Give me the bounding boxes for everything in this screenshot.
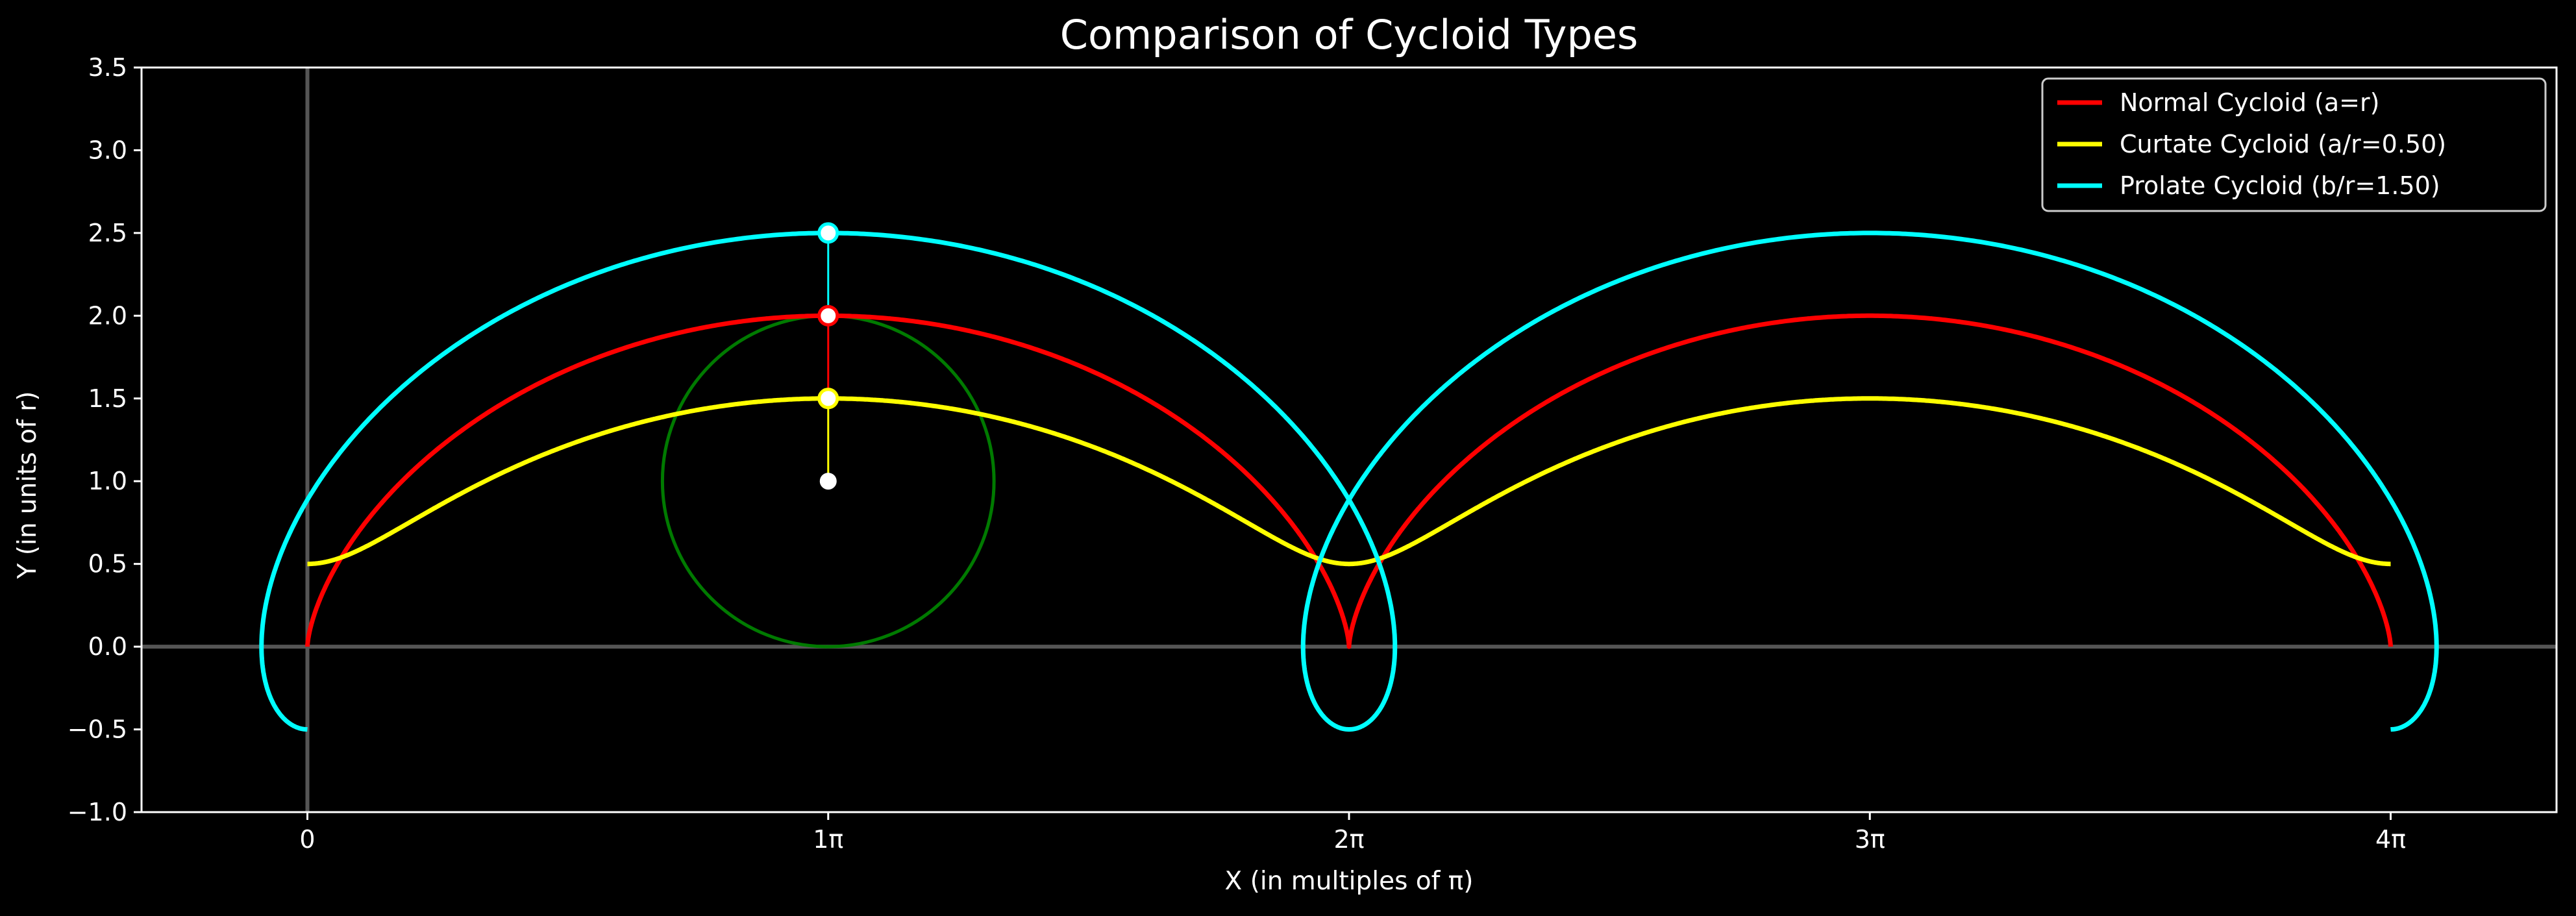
legend: Normal Cycloid (a=r) Curtate Cycloid (a/r… bbox=[2041, 77, 2547, 212]
y-tick-label-4: 1.0 bbox=[88, 467, 127, 495]
y-tick-label-7: 2.5 bbox=[88, 219, 127, 247]
spoke-group bbox=[817, 222, 839, 490]
legend-label-2: Prolate Cycloid (b/r=1.50) bbox=[2120, 171, 2440, 200]
legend-label-0: Normal Cycloid (a=r) bbox=[2120, 88, 2379, 117]
legend-label-1: Curtate Cycloid (a/r=0.50) bbox=[2120, 130, 2446, 158]
legend-box bbox=[2041, 77, 2547, 212]
y-tick-label-5: 1.5 bbox=[88, 384, 127, 413]
plot-area: 0 1π 2π 3π 4π −1.0 −0.5 0.0 0.5 1.0 1.5 2.0 2.5 3.0 3.… bbox=[68, 53, 2558, 854]
y-tick-label-6: 2.0 bbox=[88, 301, 127, 330]
y-tick-label-1: −0.5 bbox=[68, 715, 127, 744]
x-tick-label-1: 1π bbox=[813, 825, 843, 854]
series-line-2 bbox=[259, 230, 2439, 732]
tracing-point-1 bbox=[817, 304, 839, 327]
series-line-1 bbox=[306, 396, 2392, 567]
tracing-point-0 bbox=[817, 388, 839, 410]
x-axis-label: X (in multiples of π) bbox=[1225, 867, 1474, 896]
x-tick-label-4: 4π bbox=[2375, 825, 2406, 854]
chart-title: Comparison of Cycloid Types bbox=[1060, 11, 1639, 58]
y-tick-label-8: 3.0 bbox=[88, 136, 127, 164]
x-tick-label-0: 0 bbox=[299, 825, 315, 854]
series-line-0 bbox=[305, 313, 2393, 649]
y-tick-label-0: −1.0 bbox=[68, 798, 127, 826]
y-axis-label: Y (in units of r) bbox=[13, 391, 42, 580]
circle-center-point bbox=[819, 473, 837, 490]
curves-group bbox=[259, 230, 2439, 732]
y-tick-label-9: 3.5 bbox=[88, 53, 127, 82]
y-tick-label-2: 0.0 bbox=[88, 632, 127, 661]
y-tick-label-3: 0.5 bbox=[88, 550, 127, 578]
tracing-point-2 bbox=[817, 222, 839, 244]
x-tick-label-3: 3π bbox=[1855, 825, 1885, 854]
x-tick-label-2: 2π bbox=[1333, 825, 1364, 854]
